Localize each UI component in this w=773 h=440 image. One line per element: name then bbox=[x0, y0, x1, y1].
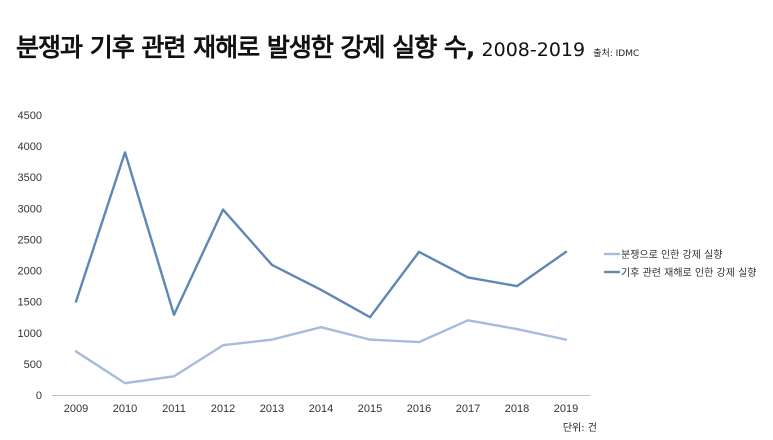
x-tick-label: 2012 bbox=[211, 403, 235, 415]
x-tick-label: 2016 bbox=[407, 403, 431, 415]
chart-source: 출처: IDMC bbox=[593, 49, 640, 59]
series-group bbox=[74, 151, 568, 385]
x-tick-label: 2018 bbox=[505, 403, 529, 415]
chart-title: 분쟁과 기후 관련 재해로 발생한 강제 실향 수, 2008-2019 출처:… bbox=[16, 28, 639, 64]
x-tick-label: 2014 bbox=[309, 403, 333, 415]
y-axis: 0 500 1000 1500 2000 2500 3000 3500 4000 4500 bbox=[18, 110, 42, 402]
y-tick-label: 4000 bbox=[18, 141, 42, 153]
y-tick-label: 0 bbox=[36, 390, 42, 402]
y-tick-label: 1000 bbox=[18, 328, 42, 340]
y-tick-label: 4500 bbox=[18, 110, 42, 122]
y-tick-label: 3000 bbox=[18, 203, 42, 215]
legend-label: 분쟁으로 인한 강제 실향 bbox=[621, 249, 723, 261]
y-tick-label: 500 bbox=[24, 359, 42, 371]
series-line-1 bbox=[74, 319, 568, 385]
x-tick-label: 2010 bbox=[113, 403, 137, 415]
x-axis: 2009 2010 2011 2012 2013 2014 2015 2016 2017 2018… bbox=[64, 403, 578, 415]
unit-label: 단위: 건 bbox=[563, 421, 597, 434]
chart-title-years: 2008-2019 bbox=[481, 39, 586, 61]
x-tick-label: 2015 bbox=[358, 403, 382, 415]
y-tick-label: 1500 bbox=[18, 297, 42, 309]
x-tick-label: 2019 bbox=[554, 403, 578, 415]
y-tick-label: 2000 bbox=[18, 266, 42, 278]
x-tick-label: 2017 bbox=[456, 403, 480, 415]
chart-title-main: 분쟁과 기후 관련 재해로 발생한 강제 실향 수, bbox=[16, 33, 475, 62]
series-line-2 bbox=[74, 151, 568, 319]
legend-label: 기후 관련 재해로 인한 강제 실향 bbox=[621, 266, 757, 279]
x-tick-label: 2009 bbox=[64, 403, 88, 415]
y-tick-label: 3500 bbox=[18, 172, 42, 184]
y-tick-label: 2500 bbox=[18, 234, 42, 246]
x-tick-label: 2011 bbox=[162, 403, 186, 415]
x-tick-label: 2013 bbox=[260, 403, 284, 415]
